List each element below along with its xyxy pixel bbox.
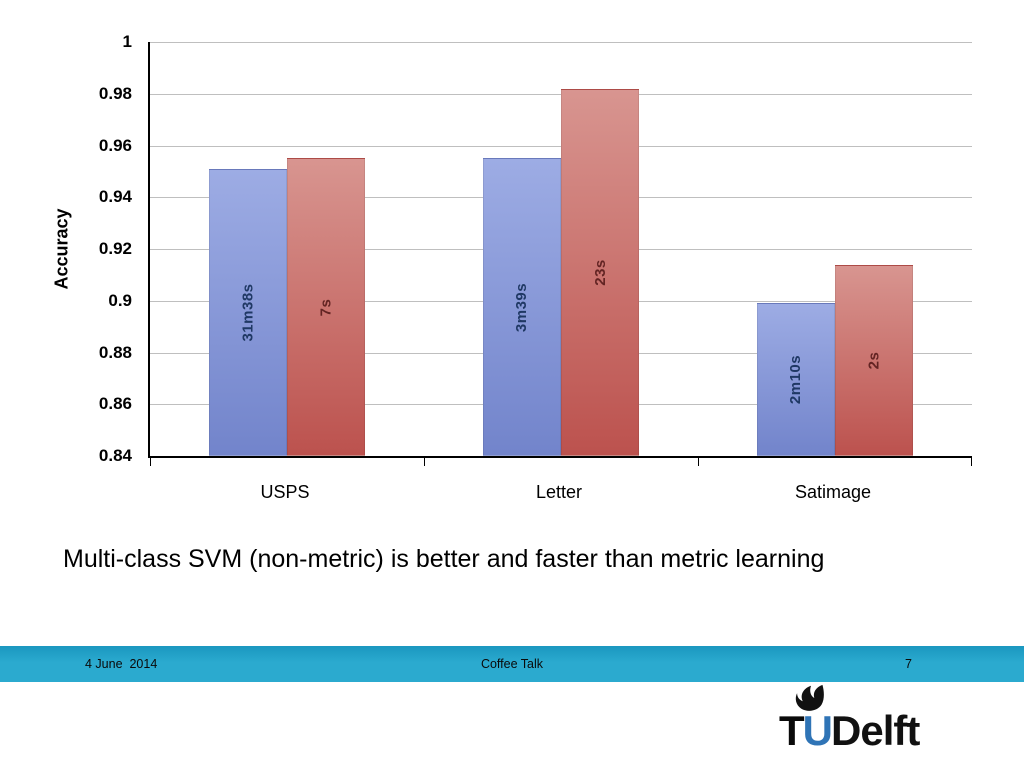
y-tick-label: 0.96	[98, 135, 132, 155]
bar-usps-multiclass-svm-red: 7s	[287, 158, 365, 456]
footer-title: Coffee Talk	[480, 657, 544, 671]
x-axis-tick	[698, 458, 699, 466]
bar-letter-metric-learning-blue: 3m39s	[483, 158, 561, 456]
y-tick-label: 0.84	[98, 446, 132, 465]
bar-satimage-multiclass-svm-red: 2s	[835, 264, 913, 456]
y-tick-label: 1	[122, 32, 132, 51]
x-category-label: USPS	[260, 482, 310, 502]
footer-page-number: 7	[905, 657, 912, 671]
x-axis-tick	[424, 458, 425, 466]
x-category-label: Satimage	[794, 482, 872, 502]
bar-time-label: 31m38s	[239, 283, 257, 342]
bar-satimage-metric-learning-blue: 2m10s	[757, 303, 835, 456]
footer-bar: 4 June 2014 Coffee Talk 7	[0, 646, 1024, 682]
flame-icon	[795, 684, 824, 711]
y-axis-labels: 1 0.98 0.96 0.94 0.92 0.9 0.88 0.86 0.84	[0, 32, 140, 465]
x-category-label: Letter	[535, 482, 583, 502]
bar-letter-multiclass-svm-red: 23s	[561, 88, 639, 456]
plot-area: 31m38s 7s 3m39s 23s 2m10s 2s	[148, 42, 972, 466]
bar-time-label: 2m10s	[787, 355, 805, 405]
x-axis-tick	[971, 458, 972, 466]
x-axis-tick	[150, 458, 151, 466]
y-tick-label: 0.9	[108, 290, 132, 310]
bar-time-label: 2s	[865, 351, 883, 370]
footer-date: 4 June 2014	[85, 657, 158, 671]
bar-usps-metric-learning-blue: 31m38s	[209, 168, 287, 456]
logo-word-delft: Delft	[831, 707, 920, 754]
caption-text: Multi-class SVM (non-metric) is better a…	[63, 545, 825, 573]
x-axis-labels: USPS Letter Satimage	[148, 482, 970, 508]
y-tick-label: 0.86	[98, 394, 132, 414]
logo-letter-u: U	[802, 707, 833, 754]
bar-time-label: 7s	[317, 298, 335, 317]
tudelft-logo: TUDelft	[775, 680, 975, 762]
y-tick-label: 0.92	[98, 239, 132, 258]
logo-letter-t: T	[779, 707, 805, 754]
bar-time-label: 3m39s	[513, 282, 531, 332]
y-tick-label: 0.98	[98, 83, 132, 103]
bar-time-label: 23s	[591, 259, 609, 286]
gridline	[150, 42, 972, 43]
y-tick-label: 0.88	[98, 342, 132, 362]
y-tick-label: 0.94	[98, 187, 132, 207]
logo-text: TUDelft	[779, 707, 920, 754]
